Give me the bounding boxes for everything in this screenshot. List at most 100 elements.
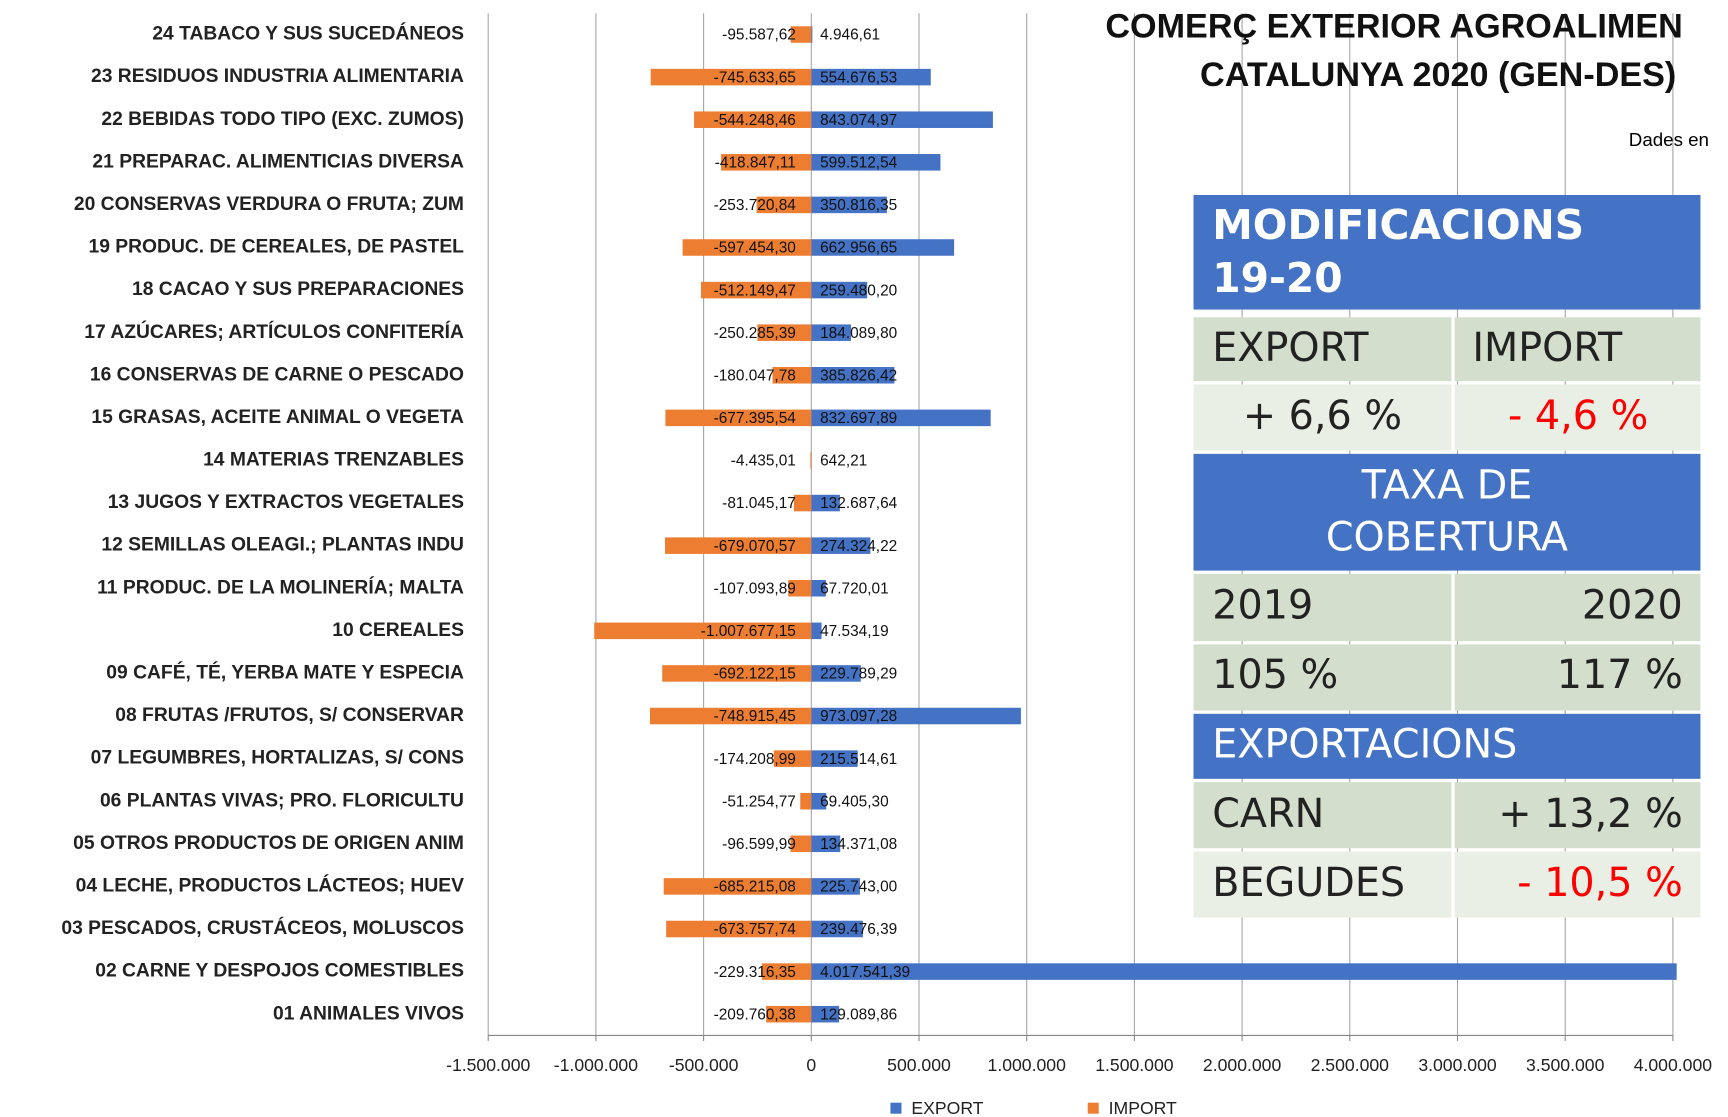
value-label: 973.097,28 (820, 708, 897, 725)
bar (811, 196, 887, 214)
value-label: -209.760,38 (714, 1006, 796, 1023)
value-label: -512.149,47 (714, 282, 796, 299)
box-value: - 10,5 % (1517, 860, 1683, 906)
value-label: -95.587,62 (722, 27, 796, 44)
x-tick-label: -1.500.000 (446, 1055, 530, 1075)
bar (662, 665, 812, 682)
box-label: 2019 (1212, 583, 1313, 629)
bar (756, 196, 812, 214)
box-header (1193, 713, 1701, 779)
bar (811, 1005, 840, 1023)
category-label: 02 CARNE Y DESPOJOS COMESTIBLES (95, 961, 464, 982)
box-value: 105 % (1212, 652, 1338, 698)
box-label: 2020 (1582, 583, 1683, 629)
value-label: -1.007.677,15 (701, 623, 796, 640)
bar (663, 878, 812, 895)
bar (665, 409, 812, 427)
category-label: 11 PRODUC. DE LA MOLINERÍA; MALTA (97, 576, 464, 598)
box-cell (1454, 782, 1701, 849)
value-label: -107.093,89 (714, 580, 796, 597)
bar (811, 579, 826, 597)
value-label: -745.633,65 (714, 69, 796, 86)
box-value: + 13,2 % (1498, 791, 1682, 837)
value-label: 129.089,86 (820, 1006, 897, 1023)
bar (594, 622, 812, 640)
value-label: 662.956,65 (820, 240, 897, 257)
box-heading: TAXA DE (1361, 463, 1533, 509)
value-label: -673.757,74 (714, 921, 797, 938)
value-label: 4.017.541,39 (820, 964, 910, 981)
category-label: 12 SEMILLAS OLEAGI.; PLANTAS INDU (101, 535, 464, 556)
value-label: -229.316,35 (714, 964, 796, 981)
value-label: -81.045,17 (722, 495, 796, 512)
bar (788, 579, 812, 597)
box-value: 117 % (1557, 652, 1683, 698)
value-label: 554.676,53 (820, 69, 897, 86)
bar (811, 963, 1677, 980)
bar (800, 792, 812, 810)
category-label: 16 CONSERVAS DE CARNE O PESCADO (90, 364, 464, 385)
category-label: 23 RESIDUOS INDUSTRIA ALIMENTARIA (91, 66, 464, 87)
value-label: 215.514,61 (820, 751, 897, 768)
bar (811, 111, 993, 128)
value-label: -692.122,15 (714, 666, 796, 683)
x-tick-label: 500.000 (887, 1055, 951, 1075)
bar (811, 835, 841, 853)
x-tick-label: 3.500.000 (1526, 1055, 1605, 1075)
bar (682, 239, 812, 256)
value-label: 642,21 (820, 453, 867, 470)
box-cell (1193, 317, 1452, 382)
bar (666, 920, 812, 938)
box-label: BEGUDES (1212, 860, 1405, 906)
x-tick-label: 2.500.000 (1311, 1055, 1390, 1075)
value-label: 259.480,20 (820, 282, 897, 299)
bar (811, 707, 1021, 725)
bar (790, 835, 812, 853)
box-cell (1193, 384, 1452, 451)
box-cell (1454, 851, 1701, 918)
box-value: - 4,6 % (1508, 393, 1648, 439)
category-label: 01 ANIMALES VIVOS (273, 1003, 464, 1024)
chart-title: CATALUNYA 2020 (GEN-DES) (1200, 56, 1676, 94)
box-cell (1454, 644, 1701, 711)
box-heading: EXPORTACIONS (1212, 721, 1517, 767)
category-label: 20 CONSERVAS VERDURA O FRUTA; ZUM (74, 194, 464, 215)
box-heading: MODIFICACIONS (1212, 201, 1584, 249)
bar (772, 367, 812, 384)
value-label: -544.248,46 (714, 112, 796, 129)
legend-label: EXPORT (911, 1098, 983, 1117)
category-label: 05 OTROS PRODUCTOS DE ORIGEN ANIM (73, 833, 464, 854)
value-label: 69.405,30 (820, 793, 889, 810)
value-label: -748.915,45 (714, 708, 796, 725)
value-label: 599.512,54 (820, 154, 898, 171)
value-label: 132.687,64 (820, 495, 898, 512)
box-label: CARN (1212, 791, 1324, 837)
value-label: 832.697,89 (820, 410, 897, 427)
category-label: 22 BEBIDAS TODO TIPO (EXC. ZUMOS) (101, 109, 464, 130)
value-label: 47.534,19 (820, 623, 889, 640)
category-label: 09 CAFÉ, TÉ, YERBA MATE Y ESPECIA (106, 662, 464, 684)
bar (773, 750, 812, 767)
box-label: EXPORT (1212, 325, 1369, 371)
value-label: 134.371,08 (820, 836, 897, 853)
bar (793, 494, 812, 512)
category-label: 04 LECHE, PRODUCTOS LÁCTEOS; HUEV (76, 874, 464, 896)
legend-swatch (890, 1102, 902, 1114)
bar (810, 452, 812, 469)
box-value: + 6,6 % (1243, 393, 1402, 439)
x-tick-label: 4.000.000 (1634, 1055, 1713, 1075)
category-label: 03 PESCADOS, CRUSTÁCEOS, MOLUSCOS (61, 917, 464, 939)
category-label: 24 TABACO Y SUS SUCEDÁNEOS (152, 23, 464, 45)
bar (811, 26, 813, 43)
box-label: IMPORT (1472, 325, 1623, 371)
value-label: -51.254,77 (722, 793, 796, 810)
value-label: 225.743,00 (820, 879, 897, 896)
bar (761, 963, 812, 980)
bar (811, 367, 895, 384)
category-label: 18 CACAO Y SUS PREPARACIONES (132, 279, 464, 300)
value-label: 67.720,01 (820, 580, 889, 597)
value-label: -250.285,39 (714, 325, 796, 342)
